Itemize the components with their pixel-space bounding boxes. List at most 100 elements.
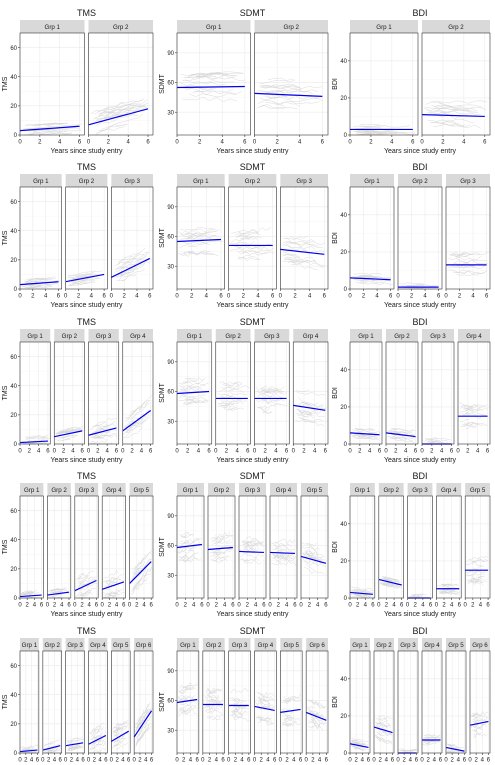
group-trend-line	[19, 125, 80, 132]
trajectory-line	[308, 720, 317, 724]
trajectory-line	[438, 101, 483, 108]
trajectory-line	[424, 437, 437, 440]
x-axis-label: Years since study entry	[384, 148, 457, 155]
trajectory-line	[364, 131, 416, 135]
chart-title: SDMT	[240, 162, 266, 172]
x-tick-label: 4	[318, 758, 322, 764]
y-tick-label: 60	[167, 544, 174, 550]
trajectory-line	[114, 722, 122, 728]
trajectory-line	[306, 705, 316, 709]
trajectory-line	[55, 434, 78, 441]
facet-strip	[20, 329, 51, 342]
trajectory-line	[283, 715, 292, 722]
trajectory-line	[282, 722, 291, 726]
facet-strip	[350, 20, 418, 33]
facet-border	[111, 650, 131, 754]
trajectory-line	[466, 404, 488, 408]
group-trend-line	[349, 277, 391, 281]
trajectory-line	[95, 126, 126, 136]
trajectory-line	[383, 577, 393, 582]
y-tick-label: 20	[10, 413, 17, 419]
trajectory-line	[219, 381, 240, 386]
trajectory-line	[469, 579, 481, 583]
x-tick-label: 2	[311, 758, 315, 764]
trajectory-line	[77, 575, 89, 582]
x-tick-label: 6	[411, 140, 415, 146]
facet-border	[74, 495, 99, 599]
facet-strip-label: Grp 4	[276, 487, 292, 494]
facet-strip	[422, 638, 442, 651]
x-tick-label: 0	[420, 140, 424, 146]
trajectory-line	[260, 84, 302, 89]
facet-border	[457, 341, 491, 445]
chart-title: BDI	[412, 8, 427, 18]
x-tick-label: 0	[396, 758, 400, 764]
trajectory-line	[423, 736, 441, 739]
trajectory-line	[178, 555, 195, 562]
facet-grp-3: Grp 30 2 4 6	[227, 638, 251, 764]
trajectory-line	[207, 707, 220, 712]
trajectory-line	[297, 408, 315, 417]
trajectory-line	[210, 535, 234, 540]
trajectory-line	[276, 554, 295, 560]
y-tick-label: 20	[340, 714, 347, 720]
y-axis-label: SDMT	[159, 691, 166, 712]
x-tick-label: 0	[435, 603, 439, 609]
trajectory-line	[121, 269, 145, 282]
trajectory-line	[282, 244, 301, 251]
x-tick-label: 0	[206, 603, 210, 609]
x-tick-label: 4	[392, 603, 396, 609]
facet-strip-label: Grp 1	[206, 24, 222, 31]
trajectory-line	[181, 694, 196, 701]
facet-grp-4: Grp 4 0 2 4 6	[101, 483, 126, 609]
x-tick-label: 2	[53, 603, 57, 609]
x-tick-label: 6	[246, 449, 250, 455]
trajectory-line	[229, 697, 236, 702]
x-tick-label: 6	[323, 294, 327, 300]
trajectory-line	[390, 428, 415, 432]
x-tick-label: 4	[53, 758, 57, 764]
trajectory-line	[305, 556, 324, 564]
trajectory-line	[98, 103, 141, 115]
trajectory-line	[256, 705, 273, 711]
facet-strip-label: Grp 1	[187, 333, 203, 340]
trajectory-line	[132, 568, 140, 576]
x-tick-label: 4	[192, 603, 196, 609]
trajectory-line	[178, 696, 191, 700]
trajectory-line	[205, 687, 217, 693]
group-trend-line	[19, 749, 38, 753]
x-tick-label: 6	[321, 140, 325, 146]
facet-panel	[470, 651, 490, 753]
trajectory-line	[187, 251, 219, 257]
trajectory-line	[283, 694, 301, 701]
trajectory-line	[183, 240, 224, 245]
x-tick-label: 4	[30, 758, 34, 764]
trajectory-line	[90, 429, 100, 435]
trajectory-line	[356, 435, 377, 437]
trajectory-line	[271, 542, 289, 549]
chart-title: SDMT	[240, 626, 266, 636]
facet-panel	[446, 651, 466, 753]
x-tick-label: 4	[205, 294, 209, 300]
trajectory-line	[89, 726, 104, 735]
x-tick-label: 4	[256, 294, 260, 300]
trajectory-line	[429, 112, 449, 116]
x-tick-label: 4	[375, 294, 379, 300]
x-tick-label: 2	[31, 294, 35, 300]
trajectory-line	[80, 589, 92, 597]
trajectory-line	[377, 733, 385, 737]
group-trend-line	[122, 410, 152, 432]
facet-strip-label: Grp 2	[412, 178, 428, 185]
facet-grp-4: Grp 4 0 2 4 6	[87, 638, 108, 764]
trajectory-line	[456, 253, 473, 258]
trajectory-line	[261, 409, 272, 414]
x-tick-label: 4	[221, 140, 225, 146]
trajectory-line	[426, 441, 436, 444]
chart-title: BDI	[412, 317, 427, 327]
trajectory-line	[213, 536, 224, 542]
facet-grp-3: Grp 30 2 4 6	[444, 174, 491, 300]
trajectory-line	[234, 709, 243, 714]
trajectory-line	[359, 282, 384, 285]
trajectory-line	[441, 583, 452, 586]
trajectory-line	[422, 741, 431, 744]
